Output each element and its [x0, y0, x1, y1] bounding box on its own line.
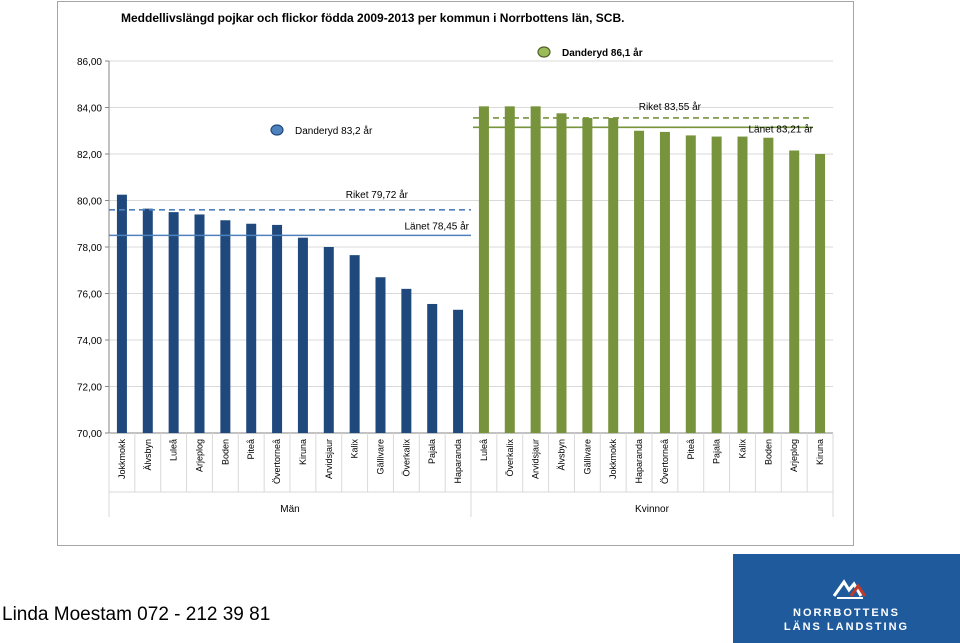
bar-man — [349, 255, 360, 433]
bar-kvinna — [634, 130, 645, 433]
y-tick-label: 84,00 — [77, 104, 102, 115]
logo-text-line1: NORRBOTTENS — [793, 607, 900, 619]
bar-man — [375, 277, 386, 433]
bar-man — [220, 220, 231, 433]
x-tick-label: Överkalix — [401, 439, 411, 477]
logo-text-line2: LÄNS LANDSTING — [783, 621, 910, 633]
x-tick-label: Boden — [220, 439, 230, 465]
y-tick-label: 82,00 — [77, 150, 102, 161]
x-tick-label: Arjeplog — [195, 439, 205, 472]
x-tick-label: Pajala — [427, 439, 437, 464]
bar-kvinna — [504, 106, 515, 434]
bar-man — [168, 212, 179, 433]
x-tick-label: Gällivare — [582, 439, 592, 475]
x-tick-label: Gällivare — [376, 439, 386, 475]
chart-svg: Meddellivslängd pojkar och flickor födda… — [77, 11, 834, 517]
bar-kvinna — [556, 113, 567, 433]
y-tick-label: 78,00 — [77, 243, 102, 254]
bar-man — [427, 303, 438, 433]
group-label: Kvinnor — [635, 504, 670, 515]
contact-text: Linda Moestam 072 - 212 39 81 — [2, 604, 271, 625]
x-tick-label: Kalix — [738, 439, 748, 459]
bar-kvinna — [685, 135, 696, 433]
bar-kvinna — [789, 150, 800, 433]
x-tick-label: Överkalix — [505, 439, 515, 477]
x-tick-label: Arjeplog — [789, 439, 799, 472]
reference-line-label: Länet 78,45 år — [405, 220, 470, 232]
x-tick-label: Haparanda — [453, 439, 463, 484]
danderyd-marker-label: Danderyd 86,1 år — [562, 47, 643, 59]
x-tick-label: Kiruna — [298, 439, 308, 465]
x-tick-label: Jokkmokk — [608, 439, 618, 480]
x-tick-label: Pajala — [712, 439, 722, 464]
landsting-logo: NORRBOTTENS LÄNS LANDSTING — [733, 554, 960, 643]
x-tick-label: Jokkmokk — [117, 439, 127, 480]
x-tick-label: Luleå — [479, 439, 489, 461]
x-tick-label: Övertorneå — [660, 439, 670, 484]
chart-frame: Meddellivslängd pojkar och flickor födda… — [57, 1, 854, 546]
bar-kvinna — [659, 131, 670, 433]
bar-kvinna — [711, 136, 722, 433]
bar-kvinna — [737, 136, 748, 433]
bar-kvinna — [608, 117, 619, 434]
x-tick-label: Kalix — [350, 439, 360, 459]
logo-emblem-icon — [832, 579, 867, 599]
bar-man — [116, 194, 127, 433]
danderyd-marker — [537, 46, 551, 58]
x-tick-label: Luleå — [169, 439, 179, 461]
y-tick-label: 74,00 — [77, 336, 102, 347]
bar-man — [297, 237, 308, 433]
bar-man — [453, 309, 464, 433]
bar-kvinna — [582, 117, 593, 434]
y-tick-label: 70,00 — [77, 429, 102, 440]
x-tick-label: Arvidsjaur — [324, 439, 334, 479]
x-tick-label: Arvidsjaur — [531, 439, 541, 479]
x-tick-label: Kiruna — [815, 439, 825, 465]
bar-kvinna — [763, 137, 774, 433]
danderyd-marker — [270, 124, 284, 136]
bar-kvinna — [530, 106, 541, 434]
x-tick-label: Haparanda — [634, 439, 644, 484]
chart-title: Meddellivslängd pojkar och flickor födda… — [121, 11, 624, 25]
x-tick-label: Älvsbyn — [557, 439, 567, 471]
bar-man — [272, 224, 283, 433]
x-tick-label: Piteå — [686, 439, 696, 460]
reference-line-label: Länet 83,21 år — [749, 123, 814, 135]
x-tick-label: Älvsbyn — [143, 439, 153, 471]
bar-kvinna — [815, 154, 826, 433]
group-label: Män — [280, 504, 299, 515]
y-tick-label: 72,00 — [77, 383, 102, 394]
x-tick-label: Boden — [763, 439, 773, 465]
y-tick-label: 76,00 — [77, 290, 102, 301]
danderyd-marker-label: Danderyd 83,2 år — [295, 125, 373, 137]
bar-man — [194, 214, 205, 433]
bar-kvinna — [478, 106, 489, 434]
x-tick-label: Övertorneå — [272, 439, 282, 484]
reference-line-label: Riket 83,55 år — [639, 101, 702, 113]
x-tick-label: Piteå — [246, 439, 256, 460]
bar-man — [323, 247, 334, 433]
y-tick-label: 86,00 — [77, 57, 102, 68]
reference-line-label: Riket 79,72 år — [346, 189, 409, 201]
y-tick-label: 80,00 — [77, 197, 102, 208]
bar-man — [246, 223, 257, 433]
bar-man — [401, 288, 412, 433]
bar-man — [142, 208, 153, 433]
